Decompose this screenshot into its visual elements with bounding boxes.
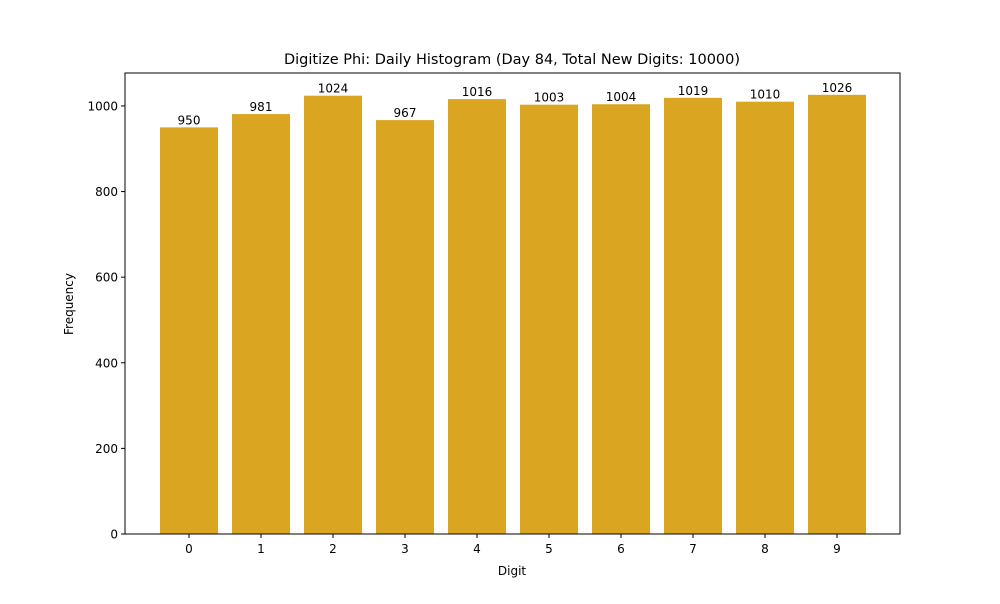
- bar-value-label: 1019: [678, 84, 709, 98]
- bar-digit-5: [520, 104, 578, 535]
- data-labels-group: 950 981 1024 967 1016 1003 1004 1019 1010 1026: [178, 81, 853, 128]
- bar-value-label: 1026: [822, 81, 853, 95]
- bar-value-label: 981: [250, 100, 273, 114]
- bar-value-label: 1004: [606, 90, 637, 104]
- y-axis: 0 200 400 600 800 1000: [87, 99, 125, 542]
- x-tick-label: 5: [545, 542, 553, 556]
- bar-digit-2: [304, 95, 362, 535]
- bar-value-label: 1024: [318, 82, 349, 96]
- chart-title: Digitize Phi: Daily Histogram (Day 84, T…: [284, 52, 740, 68]
- bar-value-label: 967: [394, 106, 417, 120]
- bar-digit-7: [664, 97, 722, 535]
- x-tick-label: 3: [401, 542, 409, 556]
- y-tick-label: 400: [95, 356, 118, 370]
- bar-value-label: 1003: [534, 91, 565, 105]
- y-tick-label: 0: [110, 528, 118, 542]
- bar-value-label: 950: [178, 113, 201, 127]
- y-tick-label: 200: [95, 442, 118, 456]
- bar-value-label: 1016: [462, 85, 493, 99]
- x-tick-label: 2: [329, 542, 337, 556]
- bar-digit-9: [808, 94, 866, 535]
- y-axis-label: Frequency: [62, 273, 76, 335]
- x-tick-label: 4: [473, 542, 481, 556]
- x-axis: 0 1 2 3 4 5 6 7 8 9: [185, 534, 841, 556]
- x-tick-label: 0: [185, 542, 193, 556]
- bar-digit-3: [376, 120, 434, 534]
- x-tick-label: 7: [689, 542, 697, 556]
- y-tick-label: 1000: [87, 99, 118, 113]
- bar-value-label: 1010: [750, 88, 781, 102]
- bar-digit-8: [736, 101, 794, 534]
- x-tick-label: 8: [761, 542, 769, 556]
- x-tick-label: 1: [257, 542, 265, 556]
- bar-digit-4: [448, 99, 506, 535]
- y-tick-label: 800: [95, 185, 118, 199]
- x-tick-label: 9: [833, 542, 841, 556]
- bar-digit-0: [160, 127, 218, 534]
- bars-group: [160, 94, 866, 535]
- y-tick-label: 600: [95, 271, 118, 285]
- x-tick-label: 6: [617, 542, 625, 556]
- bar-digit-6: [592, 104, 650, 534]
- x-axis-label: Digit: [498, 564, 527, 578]
- plot-frame: [124, 72, 901, 535]
- bar-digit-1: [232, 114, 290, 534]
